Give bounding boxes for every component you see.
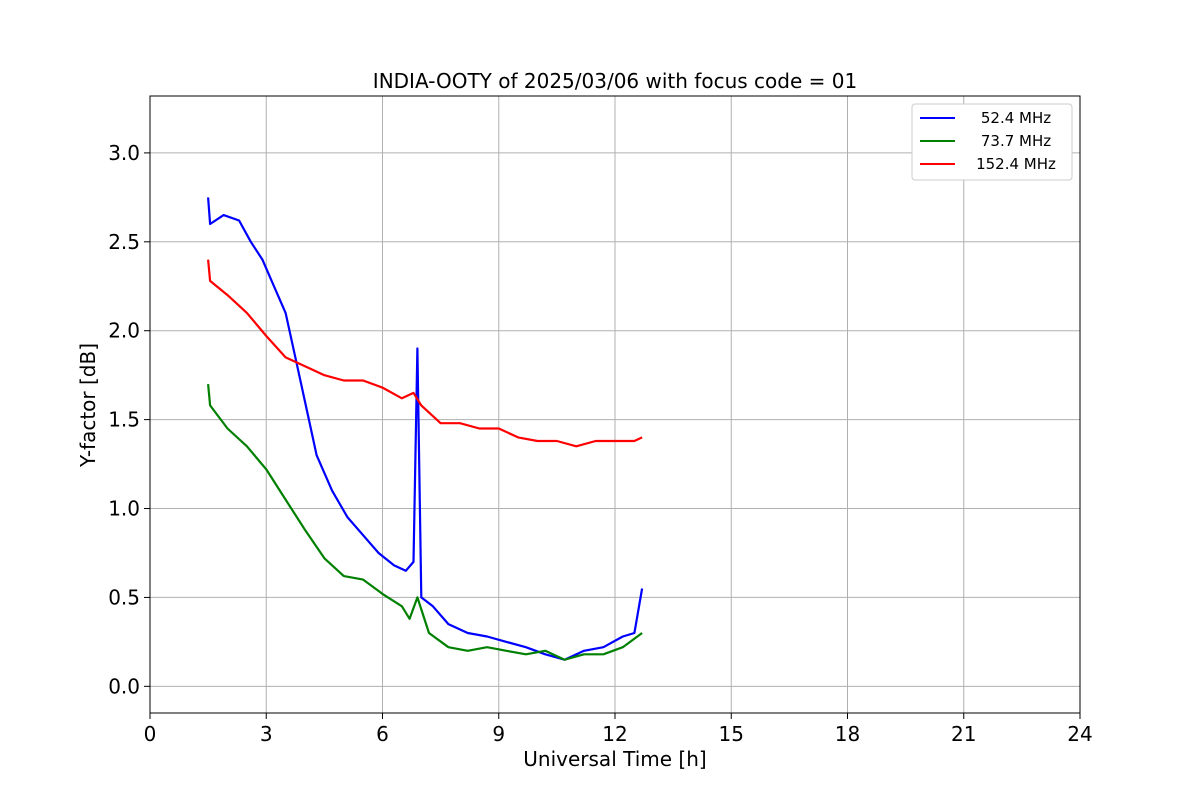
x-tick-label: 21 [951, 722, 976, 746]
x-tick-label: 18 [835, 722, 860, 746]
x-tick-label: 24 [1067, 722, 1092, 746]
x-tick-label: 6 [376, 722, 389, 746]
series-line-152-4-mhz [207, 259, 643, 448]
y-axis-label: Y-factor [dB] [76, 343, 100, 468]
legend-label: 52.4 MHz [981, 109, 1051, 127]
x-tick-label: 12 [602, 722, 627, 746]
series-line-73-7-mhz [207, 383, 643, 661]
y-tick-label: 3.0 [108, 141, 140, 165]
x-axis-ticks: 0 3 6 9 12 15 18 21 24 [144, 713, 1093, 746]
legend-box [911, 103, 1073, 181]
grid [150, 96, 1080, 713]
legend-label: 73.7 MHz [981, 132, 1051, 150]
y-tick-label: 0.5 [108, 585, 140, 609]
legend-label: 152.4 MHz [976, 155, 1056, 173]
x-tick-label: 15 [719, 722, 744, 746]
y-tick-label: 2.0 [108, 319, 140, 343]
y-tick-label: 1.0 [108, 497, 140, 521]
x-tick-label: 0 [144, 722, 157, 746]
y-tick-label: 2.5 [108, 230, 140, 254]
legend: 52.4 MHz 73.7 MHz 152.4 MHz [911, 103, 1073, 181]
y-axis-ticks: 0.0 0.5 1.0 1.5 2.0 2.5 3.0 [108, 141, 150, 698]
series-layer [207, 197, 644, 661]
chart-title: INDIA-OOTY of 2025/03/06 with focus code… [373, 69, 857, 93]
x-axis-label: Universal Time [h] [523, 747, 706, 771]
y-tick-label: 1.5 [108, 408, 140, 432]
y-tick-label: 0.0 [108, 674, 140, 698]
x-tick-label: 9 [492, 722, 505, 746]
x-tick-label: 3 [260, 722, 273, 746]
